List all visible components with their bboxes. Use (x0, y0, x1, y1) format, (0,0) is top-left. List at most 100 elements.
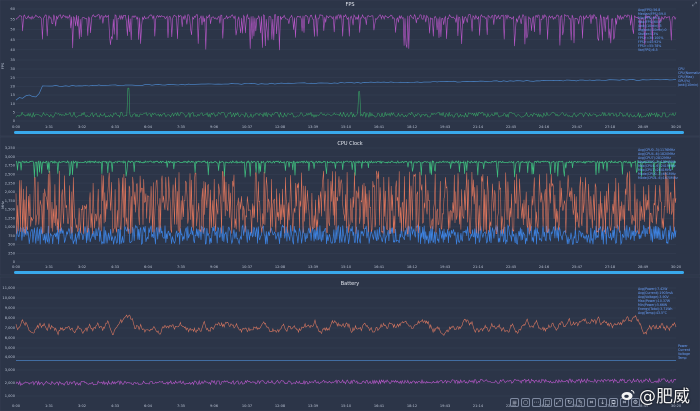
battery-lower-tick-label: 2,000 (5, 381, 16, 385)
x-tick-label: 6:04 (144, 125, 153, 129)
fps-title: FPS (345, 2, 354, 8)
x-tick-label: 12:08 (275, 404, 286, 408)
legend-entry: Temp (677, 356, 687, 360)
cpu-tick-label: 0 (13, 260, 16, 264)
legend-entry: Mode(CPU4..6):1670MHz (638, 176, 678, 180)
x-tick-label: 4:33 (111, 404, 119, 408)
fps-upper-plot: 60 55 50 45 40 35 (10, 7, 677, 62)
fps-scrollbar[interactable] (14, 131, 684, 134)
x-tick-label: 7:35 (177, 125, 185, 129)
copy-icon[interactable]: ⧉ (609, 398, 618, 407)
x-tick-label: 3:02 (78, 125, 86, 129)
x-tick-label: 25:47 (572, 265, 582, 269)
crop-icon[interactable]: ⌗ (587, 398, 596, 407)
legend-entry: Mode(CPU0..3):691MHz (638, 172, 676, 176)
x-tick-label: 13:39 (308, 404, 319, 408)
cpu-series-line (15, 224, 677, 246)
fps-lower-plot: 30 25 20 15 10 5 0 (10, 67, 677, 123)
weibo-logo-icon (621, 389, 635, 400)
x-tick-label: 10:37 (242, 125, 252, 129)
legend-entry: Voltage (678, 352, 690, 356)
cpu-tick-label: 750 (8, 234, 16, 238)
x-tick-label: 15:10 (341, 404, 352, 408)
menu-icon[interactable]: ≡ (510, 398, 519, 407)
legend-entry: Avg(CPU4..6):1820MHz (638, 152, 675, 156)
fps-upper-tick-label: 60 (10, 7, 15, 11)
cpu-scrollbar[interactable] (14, 271, 684, 274)
expand-icon[interactable]: ⤢ (692, 1, 697, 8)
fps-upper-tick-label: 45 (10, 38, 15, 42)
cpu-tick-label: 1,250 (5, 216, 16, 220)
cpu-tick-label: 2,250 (5, 181, 16, 185)
battery-panel: Battery 11,000 10,000 9,000 8,000 7,000 6,000… (0, 276, 700, 411)
legend-entry: Max(Power):10.37W (638, 299, 671, 303)
fps-lower-tick-label: 30 (10, 67, 15, 71)
x-tick-label: 21:14 (473, 265, 484, 269)
x-tick-label: 25:47 (572, 125, 582, 129)
fps-lower-tick-label: 0 (13, 119, 16, 123)
battery-lower-tick-label: 4,000 (5, 355, 16, 359)
battery-upper-tick-label: 10,000 (2, 296, 15, 300)
settings-icon[interactable]: ⚙ (631, 398, 640, 407)
cpu-tick-label: 3,000 (5, 155, 16, 159)
battery-upper-tick-label: 9,000 (5, 306, 16, 310)
legend-entry: Jank(/10min):3 (637, 24, 662, 28)
x-tick-label: 13:39 (308, 265, 319, 269)
x-tick-label: 7:35 (177, 265, 185, 269)
cpu-x-ticks: 0:00 1:31 3:02 4:33 6:04 7:35 9:06 10:37 12:08 13… (12, 265, 682, 269)
fps-lower-legend: CPUCPU(Normalized)CPU(Max)GPU(%)Jank(/10… (677, 67, 700, 87)
fps-ylabel: FPS (1, 62, 5, 69)
x-tick-label: 27:18 (605, 125, 616, 129)
x-tick-label: 12:08 (275, 265, 286, 269)
square-icon[interactable]: □ (543, 398, 552, 407)
fps-x-ticks: 0:00 1:31 3:02 4:33 6:04 7:35 9:06 10:37 12:08 13… (12, 125, 682, 129)
dots-icon[interactable]: ⋯ (532, 398, 541, 407)
x-tick-label: 28:49 (638, 404, 649, 408)
legend-entry: Avg(Power):7.42W (638, 287, 668, 291)
x-tick-label: 16:41 (374, 265, 384, 269)
cpu-clock-panel: CPU Clock MHz 3,250 3,000 2,750 2,500 2,250 2… (0, 136, 700, 276)
download-icon[interactable]: ↓ (598, 398, 607, 407)
cpu-tick-label: 3,250 (5, 146, 16, 150)
legend-entry: Min(Power):5.66W (638, 303, 668, 307)
x-tick-label: 1:31 (45, 125, 53, 129)
cpu-tick-label: 2,500 (5, 173, 16, 177)
fps-lower-tick-label: 5 (13, 111, 15, 115)
expand-icon[interactable]: ⤢ (554, 398, 563, 407)
circle-icon[interactable]: ○ (521, 398, 530, 407)
battery-title: Battery (341, 281, 360, 287)
battery-purple-line (15, 377, 677, 387)
x-tick-label: 9:06 (210, 404, 219, 408)
load-blue-line (15, 79, 677, 101)
pencil-icon[interactable]: ✎ (576, 398, 585, 407)
legend-entry: CPU (678, 67, 685, 71)
cpu-tick-label: 1,750 (5, 199, 16, 203)
legend-entry: BigJank(/10min):0 (638, 28, 667, 32)
legend-entry: Avg(Voltage):3.90V (638, 295, 670, 299)
cpu-tick-label: 250 (8, 251, 16, 255)
x-tick-label: 3:02 (78, 404, 86, 408)
x-tick-label: 21:14 (473, 404, 484, 408)
rotate-icon[interactable]: ↻ (565, 398, 574, 407)
image-toolbar: ≡ ○ ⋯ □ ⤢ ↻ ✎ ⌗ ↓ ⧉ ⌗ ⚙ (510, 398, 640, 408)
fps-lower-tick-label: 20 (10, 85, 15, 89)
load-green-line (15, 87, 677, 119)
legend-entry: Avg(CPU7):2812MHz (638, 156, 671, 160)
x-tick-label: 15:10 (341, 265, 352, 269)
x-tick-label: 28:49 (638, 265, 649, 269)
x-tick-label: 12:08 (275, 125, 286, 129)
x-tick-label: 10:37 (242, 265, 252, 269)
x-tick-label: 9:06 (210, 125, 219, 129)
x-tick-label: 0:00 (12, 265, 21, 269)
legend-entry: CPU(Normalized) (678, 71, 700, 75)
legend-entry: Min(FPS):33.0 (638, 16, 660, 20)
x-tick-label: 0:00 (12, 404, 21, 408)
battery-upper-tick-label: 5,000 (5, 346, 16, 350)
x-tick-label: 19:43 (440, 404, 450, 408)
legend-entry: Stutter:0.3% (638, 32, 658, 36)
fps-upper-tick-label: 50 (10, 28, 15, 32)
legend-entry: FPS>=30:100% (638, 36, 663, 40)
legend-entry: Power (678, 344, 688, 348)
x-tick-label: 9:06 (210, 265, 219, 269)
